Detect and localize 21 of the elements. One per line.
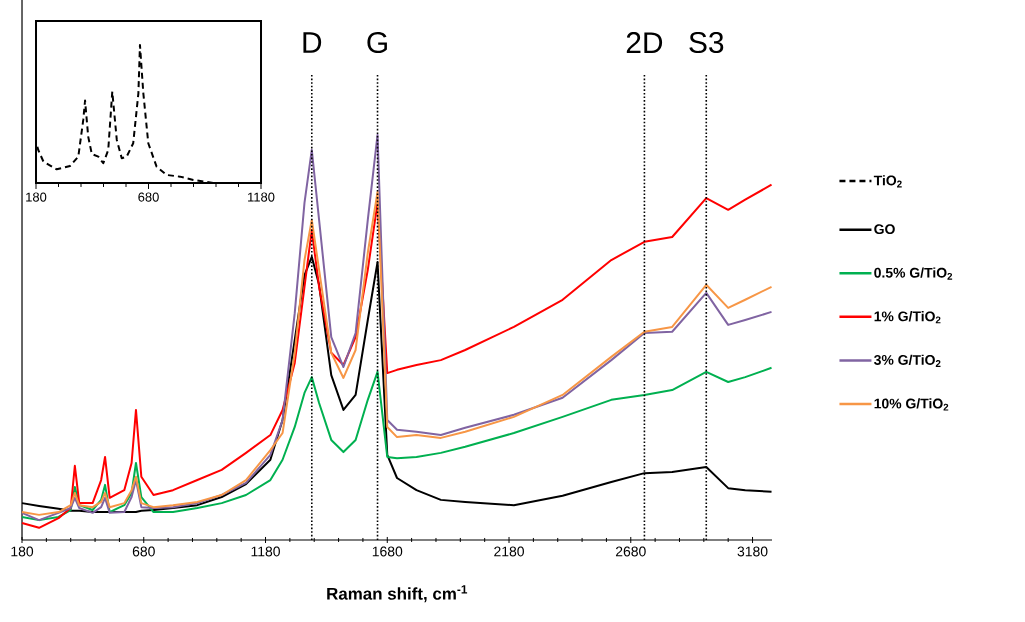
- x-tick-label: 1180: [248, 192, 275, 202]
- ref-line-label: 2D: [626, 32, 663, 53]
- legend-label: 1% G/TiO$_{2}$: [874, 311, 941, 324]
- x-axis-title: Raman shift, cm$^{-1}$: [327, 585, 468, 603]
- legend-label: GO: [874, 224, 895, 235]
- ref-line-label: S3: [689, 31, 724, 54]
- x-tick-label: 680: [132, 546, 155, 557]
- ref-line-label: D: [303, 32, 322, 53]
- ref-line-label: G: [367, 31, 387, 54]
- legend-label: 0.5% G/TiO$_{2}$: [874, 267, 953, 280]
- x-tick-label: 680: [138, 192, 159, 202]
- x-tick-label: 180: [11, 546, 34, 557]
- legend-label: TiO$_{2}$: [873, 175, 902, 188]
- x-tick-label: 2180: [494, 546, 524, 557]
- x-tick-label: 2680: [615, 546, 646, 557]
- x-tick-label: 180: [26, 192, 47, 202]
- x-tick-label: 1680: [372, 546, 403, 557]
- legend-label: 3% G/TiO$_{2}$: [874, 354, 941, 367]
- x-tick-label: 3180: [737, 546, 768, 557]
- legend-label: 10% G/TiO$_{2}$: [874, 398, 949, 411]
- x-tick-label: 1180: [251, 546, 280, 557]
